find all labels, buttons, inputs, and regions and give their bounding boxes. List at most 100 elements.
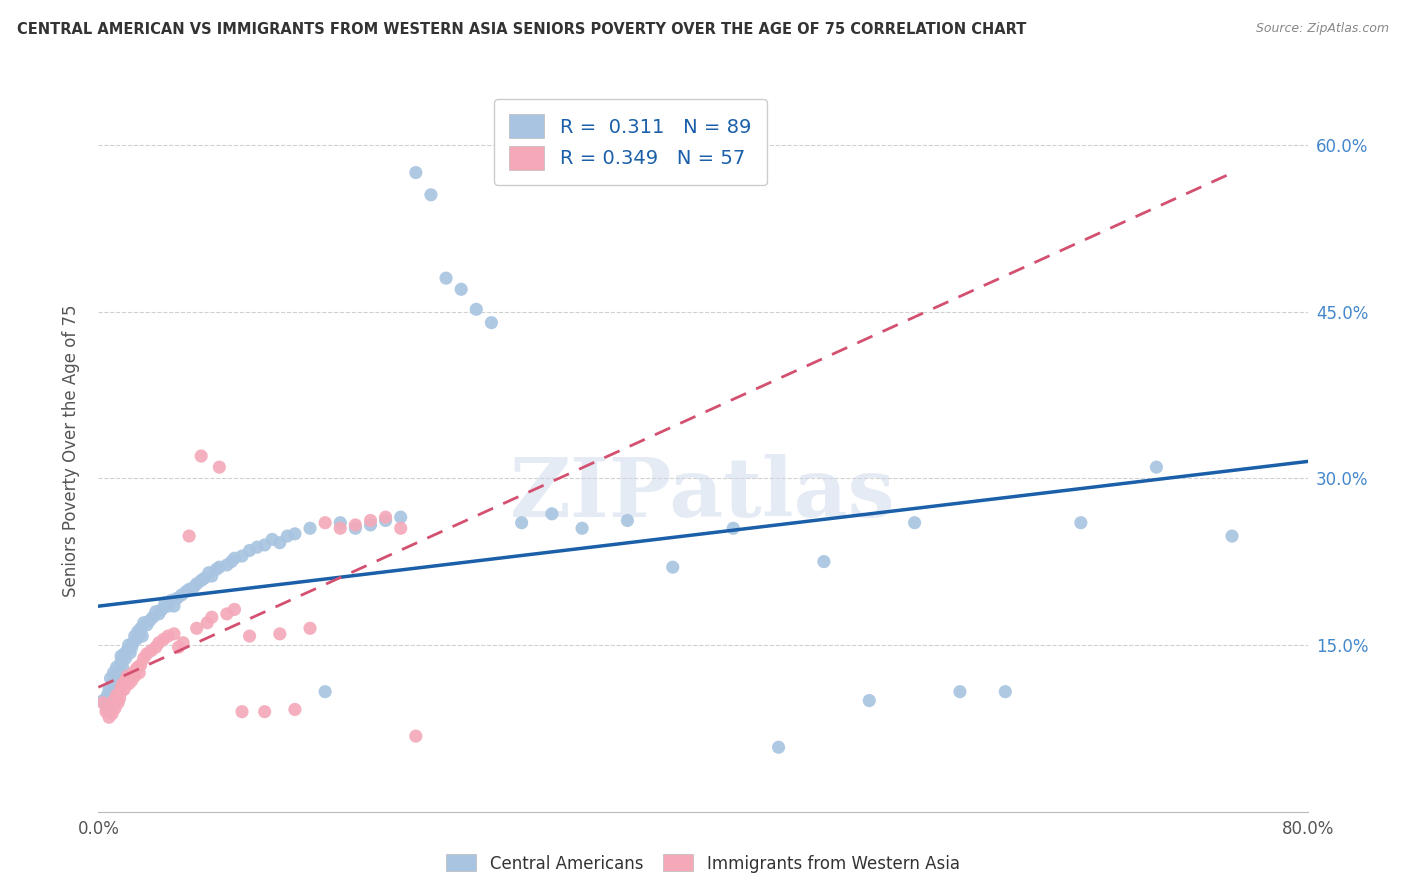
Point	[299, 521, 322, 535]
Point	[510, 516, 533, 530]
Point	[540, 507, 562, 521]
Point	[231, 549, 253, 563]
Point	[118, 677, 141, 691]
Point	[101, 677, 124, 691]
Point	[139, 614, 162, 628]
Point	[314, 516, 336, 530]
Point	[94, 699, 117, 714]
Legend: R =  0.311   N = 89, R = 0.349   N = 57: R = 0.311 N = 89, R = 0.349 N = 57	[494, 99, 766, 186]
Point	[107, 669, 129, 683]
Point	[262, 533, 284, 547]
Point	[125, 632, 148, 647]
Point	[127, 624, 149, 639]
Point	[166, 591, 188, 606]
Point	[172, 636, 194, 650]
Point	[105, 660, 128, 674]
Point	[253, 705, 276, 719]
Point	[115, 643, 138, 657]
Point	[111, 677, 134, 691]
Point	[224, 602, 246, 616]
Point	[616, 514, 638, 528]
Point	[107, 696, 129, 710]
Point	[103, 693, 125, 707]
Point	[148, 607, 170, 621]
Text: CENTRAL AMERICAN VS IMMIGRANTS FROM WESTERN ASIA SENIORS POVERTY OVER THE AGE OF: CENTRAL AMERICAN VS IMMIGRANTS FROM WEST…	[17, 22, 1026, 37]
Point	[108, 662, 131, 676]
Point	[148, 636, 170, 650]
Point	[231, 705, 253, 719]
Point	[152, 632, 174, 647]
Point	[276, 529, 298, 543]
Point	[122, 636, 145, 650]
Point	[112, 682, 135, 697]
Point	[186, 621, 208, 635]
Point	[114, 651, 136, 665]
Point	[246, 540, 269, 554]
Point	[179, 529, 201, 543]
Point	[132, 651, 155, 665]
Point	[208, 560, 231, 574]
Point	[105, 688, 128, 702]
Point	[904, 516, 927, 530]
Point	[344, 521, 367, 535]
Point	[179, 582, 201, 597]
Point	[135, 647, 157, 661]
Point	[201, 569, 224, 583]
Point	[163, 627, 186, 641]
Point	[121, 673, 143, 688]
Point	[101, 706, 124, 721]
Point	[135, 618, 157, 632]
Point	[374, 514, 396, 528]
Point	[129, 621, 152, 635]
Point	[1220, 529, 1243, 543]
Point	[110, 684, 132, 698]
Point	[156, 599, 179, 613]
Text: ZIPatlas: ZIPatlas	[510, 454, 896, 533]
Point	[949, 684, 972, 698]
Point	[450, 282, 472, 296]
Point	[994, 684, 1017, 698]
Point	[360, 517, 382, 532]
Point	[120, 671, 142, 685]
Point	[768, 740, 790, 755]
Point	[141, 643, 163, 657]
Point	[389, 521, 412, 535]
Point	[98, 710, 121, 724]
Point	[284, 526, 307, 541]
Point	[160, 593, 183, 607]
Point	[118, 638, 141, 652]
Point	[208, 460, 231, 475]
Y-axis label: Seniors Poverty Over the Age of 75: Seniors Poverty Over the Age of 75	[62, 304, 80, 597]
Point	[145, 605, 167, 619]
Point	[329, 516, 352, 530]
Point	[571, 521, 593, 535]
Point	[195, 615, 218, 630]
Point	[183, 580, 205, 594]
Point	[111, 660, 134, 674]
Point	[128, 627, 150, 641]
Point	[224, 551, 246, 566]
Point	[114, 673, 136, 688]
Point	[170, 588, 193, 602]
Point	[156, 629, 179, 643]
Point	[98, 682, 121, 697]
Point	[1070, 516, 1092, 530]
Point	[91, 693, 114, 707]
Point	[205, 562, 228, 576]
Point	[661, 560, 683, 574]
Point	[103, 665, 125, 680]
Point	[723, 521, 745, 535]
Point	[96, 688, 118, 702]
Point	[215, 607, 238, 621]
Point	[110, 655, 132, 669]
Point	[481, 316, 503, 330]
Point	[269, 535, 291, 549]
Point	[145, 640, 167, 655]
Point	[104, 673, 127, 688]
Point	[253, 538, 276, 552]
Point	[121, 640, 143, 655]
Point	[1144, 460, 1167, 475]
Point	[127, 660, 149, 674]
Point	[405, 165, 427, 179]
Point	[94, 705, 117, 719]
